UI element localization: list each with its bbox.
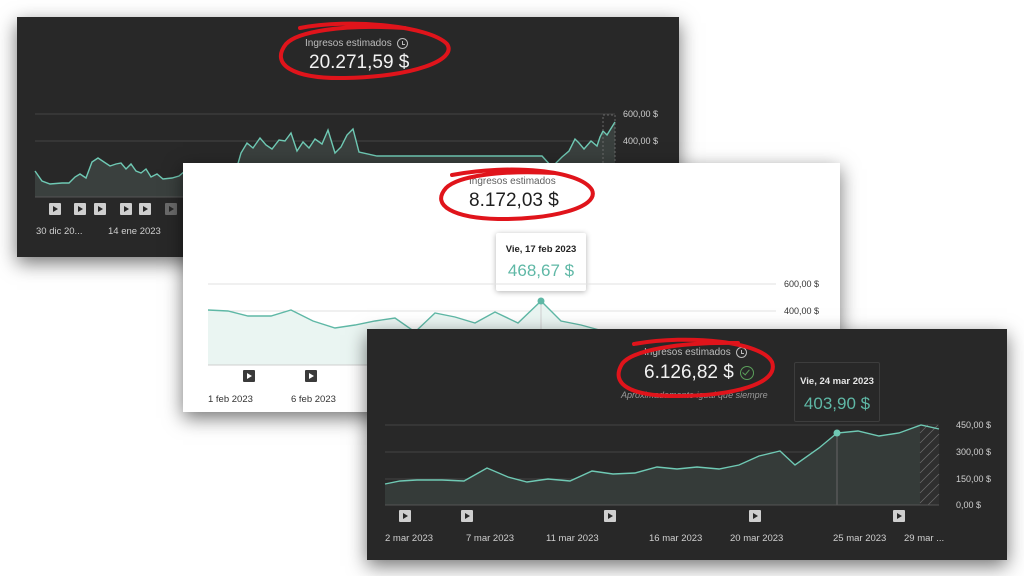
x-label: 11 mar 2023 [546, 533, 599, 544]
video-marker-icon[interactable] [461, 510, 473, 522]
revenue-line [384, 424, 940, 485]
revenue-area [385, 425, 939, 505]
video-marker-icon[interactable] [749, 510, 761, 522]
data-point-tooltip: Vie, 24 mar 2023 403,90 $ [794, 362, 880, 422]
video-marker-icon[interactable] [305, 370, 317, 382]
data-point-tooltip: Vie, 17 feb 2023 468,67 $ [496, 233, 586, 291]
x-label: 20 mar 2023 [730, 533, 784, 544]
x-label: 6 feb 2023 [291, 394, 336, 405]
y-tick: 300,00 $ [956, 447, 992, 457]
video-marker-icon[interactable] [243, 370, 255, 382]
x-label: 25 mar 2023 [833, 533, 887, 544]
y-tick: 0,00 $ [956, 500, 982, 510]
revenue-line [207, 300, 604, 333]
partial-data-hatch [920, 425, 939, 505]
hovered-point[interactable] [537, 297, 545, 305]
x-label: 29 mar ... [904, 533, 945, 544]
video-marker-icon[interactable] [399, 510, 411, 522]
x-label: 2 mar 2023 [385, 533, 434, 544]
hovered-point[interactable] [833, 429, 841, 437]
video-marker-icon[interactable] [120, 203, 132, 215]
x-label: 16 mar 2023 [649, 533, 703, 544]
video-marker-icon[interactable] [893, 510, 905, 522]
video-marker-icon[interactable] [74, 203, 86, 215]
x-label: 7 mar 2023 [466, 533, 515, 544]
video-marker-icon[interactable] [94, 203, 106, 215]
y-tick: 600,00 $ [623, 109, 659, 119]
y-tick: 450,00 $ [956, 420, 992, 430]
video-marker-icon[interactable] [165, 203, 177, 215]
x-label: 1 feb 2023 [208, 394, 253, 405]
x-label: 30 dic 20... [36, 226, 83, 237]
tooltip-value: 468,67 $ [507, 261, 575, 280]
revenue-chart [384, 424, 940, 506]
tooltip-value: 403,90 $ [803, 394, 871, 413]
y-tick: 600,00 $ [784, 279, 820, 289]
tooltip-date: Vie, 17 feb 2023 [505, 244, 577, 255]
y-tick: 150,00 $ [956, 474, 992, 484]
tooltip-date: Vie, 24 mar 2023 [800, 376, 874, 387]
revenue-line [34, 121, 616, 185]
y-tick: 400,00 $ [784, 306, 820, 316]
analytics-panel-bottom: Ingresos estimados 6.126,82 $ Aproximada… [367, 329, 1007, 560]
video-marker-icon[interactable] [604, 510, 616, 522]
video-marker-icon[interactable] [49, 203, 61, 215]
x-label: 14 ene 2023 [108, 226, 161, 237]
y-tick: 400,00 $ [623, 136, 659, 146]
video-marker-icon[interactable] [139, 203, 151, 215]
